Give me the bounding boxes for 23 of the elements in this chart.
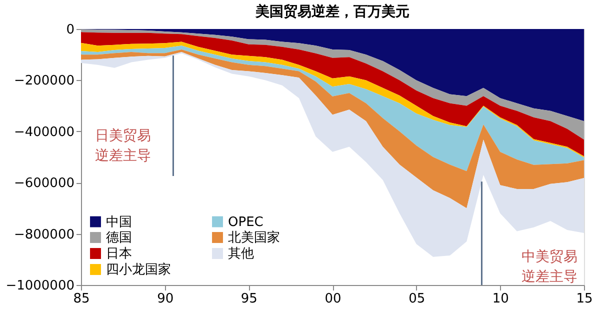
legend-label: 日本 — [106, 246, 132, 262]
ref-line-label: 中美贸易逆差主导 — [522, 249, 578, 285]
legend-label: 北美国家 — [228, 230, 280, 246]
x-tick-label: 15 — [576, 292, 593, 306]
legend-label: 四小龙国家 — [106, 262, 171, 278]
x-tick-label: 95 — [240, 292, 258, 306]
y-tick-label: −400000 — [14, 124, 74, 140]
y-tick-label: −1000000 — [6, 278, 74, 294]
legend-label: 德国 — [106, 230, 132, 246]
x-tick-label: 10 — [492, 292, 509, 306]
y-tick-label: 0 — [66, 22, 74, 38]
x-tick-label: 05 — [408, 292, 426, 306]
y-tick-label: −800000 — [14, 227, 74, 242]
legend-label: OPEC — [228, 214, 264, 230]
ref-line-label: 日美贸易逆差主导 — [95, 128, 152, 164]
y-tick-label: −600000 — [14, 176, 74, 192]
y-tick-label: −200000 — [14, 74, 74, 89]
x-tick-label: 90 — [157, 292, 174, 306]
x-tick-label: 85 — [73, 292, 90, 306]
legend-label: 其他 — [228, 246, 254, 262]
chart-title: 美国贸易逆差，百万美元 — [254, 3, 410, 20]
legend-label: 中国 — [106, 214, 132, 230]
x-tick-label: 00 — [324, 292, 342, 306]
